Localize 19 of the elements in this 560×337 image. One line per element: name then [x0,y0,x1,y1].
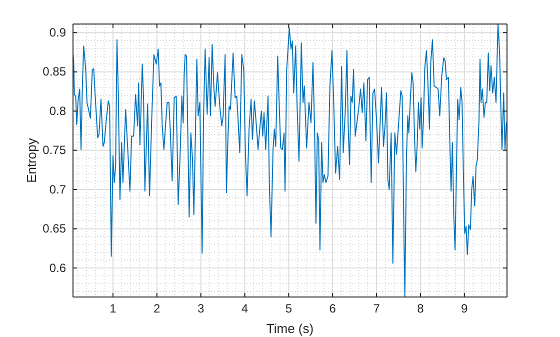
x-tick-label: 4 [241,302,248,316]
y-tick-label: 0.9 [49,25,66,40]
y-axis-title: Entropy [24,138,39,183]
y-tick-label: 0.85 [42,64,66,79]
x-tick-label: 8 [417,302,424,316]
x-tick-label: 7 [373,302,380,316]
y-tick-label: 0.75 [42,143,66,158]
x-tick-label: 5 [285,302,292,316]
x-tick-label: 3 [197,302,204,316]
y-tick-label: 0.6 [49,260,66,275]
y-tick-label: 0.65 [42,222,66,236]
y-tick-label: 0.7 [49,182,66,196]
x-tick-label: 9 [461,302,468,316]
x-tick-label: 2 [154,302,161,316]
x-tick-label: 6 [329,302,336,316]
x-axis-title: Time (s) [266,321,314,336]
y-tick-label: 0.8 [49,104,66,118]
x-tick-label: 1 [110,302,117,316]
line-series [72,24,508,298]
